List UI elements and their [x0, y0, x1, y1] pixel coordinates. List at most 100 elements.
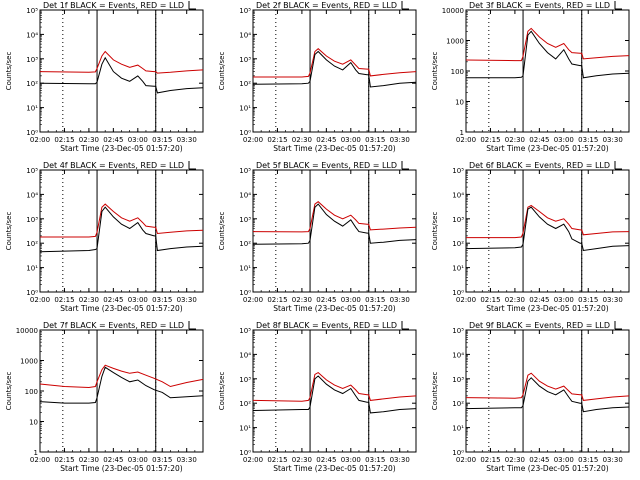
- chart-title: Det 2f BLACK = Events, RED = LLD: [256, 1, 397, 10]
- y-tick-label: 10⁵: [239, 327, 251, 335]
- x-tick-label: 02:45: [316, 296, 336, 304]
- x-tick-label: 03:30: [603, 456, 623, 464]
- chart-title: Det 3f BLACK = Events, RED = LLD: [469, 1, 610, 10]
- y-tick-label: 1000: [20, 358, 38, 366]
- y-axis-label: Counts/sec: [5, 372, 13, 411]
- x-tick-label: 02:45: [316, 456, 336, 464]
- x-tick-label: 02:45: [529, 296, 549, 304]
- y-axis-label: Counts/sec: [431, 52, 439, 91]
- x-axis-label: Start Time (23-Dec-05 01:57:20): [60, 304, 182, 313]
- y-tick-label: 10⁴: [452, 191, 464, 199]
- x-tick-label: 03:15: [365, 136, 385, 144]
- x-tick-label: 03:15: [578, 296, 598, 304]
- y-tick-label: 10²: [452, 240, 464, 248]
- x-tick-label: 02:30: [292, 136, 312, 144]
- x-tick-label: 02:00: [30, 456, 50, 464]
- detector-chart-3f: Det 3f BLACK = Events, RED = LLD 02:00 02:…: [431, 1, 630, 153]
- plot-frame: [252, 329, 417, 453]
- flag-marker-icon: [614, 321, 622, 330]
- y-tick-label: 10: [29, 419, 38, 427]
- chart-title: Det 9f BLACK = Events, RED = LLD: [469, 321, 610, 330]
- y-tick-label: 10³: [452, 376, 464, 384]
- x-tick-label: 02:00: [456, 136, 476, 144]
- flag-marker-icon: [401, 1, 409, 10]
- y-tick-label: 10¹: [26, 105, 38, 113]
- flag-marker-icon: [188, 321, 196, 330]
- x-tick-label: 03:00: [128, 136, 148, 144]
- detector-panel-3f: Det 3f BLACK = Events, RED = LLD 02:00 02:…: [426, 0, 639, 160]
- x-tick-label: 02:00: [243, 456, 263, 464]
- x-tick-label: 02:30: [292, 296, 312, 304]
- x-tick-label: 03:15: [365, 296, 385, 304]
- series-line-events: [466, 30, 630, 79]
- x-tick-label: 02:00: [30, 136, 50, 144]
- x-axis-label: Start Time (23-Dec-05 01:57:20): [60, 464, 182, 473]
- detector-panel-4f: Det 4f BLACK = Events, RED = LLD 02:00 02:…: [0, 160, 213, 320]
- detector-panel-8f: Det 8f BLACK = Events, RED = LLD 02:00 02:…: [213, 320, 426, 480]
- x-tick-label: 03:30: [603, 136, 623, 144]
- detector-chart-2f: Det 2f BLACK = Events, RED = LLD 02:00 02:…: [218, 1, 417, 153]
- plot-frame: [252, 9, 417, 133]
- y-tick-label: 10000: [16, 327, 38, 335]
- x-tick-label: 02:15: [54, 136, 74, 144]
- x-tick-label: 02:45: [316, 136, 336, 144]
- y-tick-label: 10⁰: [452, 289, 464, 297]
- x-axis-label: Start Time (23-Dec-05 01:57:20): [60, 144, 182, 153]
- detector-chart-5f: Det 5f BLACK = Events, RED = LLD 02:00 02:…: [218, 161, 417, 313]
- y-tick-label: 100: [451, 68, 464, 76]
- x-tick-label: 02:30: [79, 296, 99, 304]
- y-tick-label: 10¹: [452, 265, 464, 273]
- x-tick-label: 02:15: [480, 296, 500, 304]
- x-tick-label: 02:30: [79, 456, 99, 464]
- x-tick-label: 02:30: [505, 296, 525, 304]
- y-tick-label: 10⁰: [239, 129, 251, 137]
- y-axis-label: Counts/sec: [431, 372, 439, 411]
- x-tick-label: 02:45: [103, 136, 123, 144]
- plot-frame: [252, 169, 417, 293]
- y-tick-label: 10⁵: [452, 167, 464, 175]
- chart-title: Det 6f BLACK = Events, RED = LLD: [469, 161, 610, 170]
- detector-panel-7f: Det 7f BLACK = Events, RED = LLD 02:00 02:…: [0, 320, 213, 480]
- y-axis-label: Counts/sec: [5, 52, 13, 91]
- y-axis-label: Counts/sec: [218, 212, 226, 251]
- y-tick-label: 10¹: [26, 265, 38, 273]
- y-tick-label: 10³: [26, 216, 38, 224]
- series-line-lld: [253, 48, 417, 78]
- y-tick-label: 10¹: [239, 265, 251, 273]
- x-tick-label: 03:00: [341, 136, 361, 144]
- flag-marker-icon: [188, 161, 196, 170]
- x-tick-label: 03:15: [578, 456, 598, 464]
- plot-frame: [39, 169, 204, 293]
- y-tick-label: 10²: [452, 400, 464, 408]
- series-line-events: [252, 50, 417, 88]
- x-tick-label: 03:15: [578, 136, 598, 144]
- x-axis-label: Start Time (23-Dec-05 01:57:20): [486, 304, 608, 313]
- x-tick-label: 02:00: [456, 456, 476, 464]
- x-axis-label: Start Time (23-Dec-05 01:57:20): [486, 464, 608, 473]
- series-line-lld: [465, 372, 630, 401]
- series-line-events: [252, 375, 417, 414]
- series-line-events: [465, 377, 630, 413]
- y-tick-label: 10⁵: [26, 7, 38, 15]
- x-tick-label: 03:00: [554, 136, 574, 144]
- x-tick-label: 03:00: [341, 296, 361, 304]
- x-tick-label: 03:00: [554, 296, 574, 304]
- y-tick-label: 10¹: [239, 425, 251, 433]
- y-tick-label: 10³: [239, 376, 251, 384]
- x-tick-label: 02:00: [30, 296, 50, 304]
- x-tick-label: 02:30: [505, 136, 525, 144]
- detector-chart-9f: Det 9f BLACK = Events, RED = LLD 02:00 02:…: [431, 321, 630, 473]
- chart-title: Det 1f BLACK = Events, RED = LLD: [43, 1, 184, 10]
- series-line-lld: [40, 203, 204, 238]
- detector-chart-6f: Det 6f BLACK = Events, RED = LLD 02:00 02:…: [431, 161, 630, 313]
- y-axis-label: Counts/sec: [218, 52, 226, 91]
- detector-panel-6f: Det 6f BLACK = Events, RED = LLD 02:00 02:…: [426, 160, 639, 320]
- series-line-lld: [465, 27, 630, 62]
- y-tick-label: 10⁰: [26, 129, 38, 137]
- series-line-events: [252, 203, 417, 245]
- x-tick-label: 03:00: [128, 296, 148, 304]
- y-tick-label: 10²: [239, 400, 251, 408]
- flag-marker-icon: [614, 161, 622, 170]
- x-tick-label: 02:15: [267, 136, 287, 144]
